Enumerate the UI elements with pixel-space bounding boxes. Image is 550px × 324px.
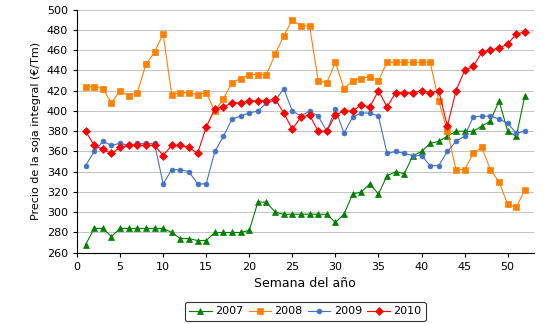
Line: 2008: 2008 — [83, 17, 527, 210]
2008 — [323, 81, 330, 85]
2009 — [246, 111, 252, 115]
2008 — [375, 79, 382, 83]
2008 — [238, 77, 244, 81]
2009 — [82, 164, 89, 168]
2007 — [289, 212, 296, 216]
X-axis label: Semana del año: Semana del año — [254, 277, 356, 290]
2009 — [306, 109, 313, 113]
Legend: 2007, 2008, 2009, 2010: 2007, 2008, 2009, 2010 — [185, 302, 426, 321]
2007 — [349, 192, 356, 196]
2008 — [289, 18, 296, 22]
2007 — [366, 182, 373, 186]
2008 — [513, 205, 520, 209]
2010 — [82, 129, 89, 133]
2007 — [238, 231, 244, 235]
2009 — [280, 87, 287, 91]
2009 — [160, 182, 167, 186]
2010 — [496, 46, 502, 50]
2009 — [366, 111, 373, 115]
2010 — [521, 30, 528, 34]
2009 — [384, 152, 390, 156]
2009 — [117, 142, 123, 145]
2008 — [117, 89, 123, 93]
2010 — [117, 145, 123, 149]
2009 — [332, 107, 339, 111]
Line: 2009: 2009 — [83, 86, 527, 186]
2008 — [358, 77, 365, 81]
2010 — [375, 89, 382, 93]
Line: 2010: 2010 — [83, 29, 527, 158]
Line: 2007: 2007 — [83, 93, 527, 248]
2007 — [521, 94, 528, 98]
2010 — [160, 154, 167, 157]
2007 — [487, 119, 494, 123]
2007 — [117, 226, 123, 230]
2010 — [358, 103, 365, 107]
2010 — [246, 99, 252, 103]
2009 — [521, 129, 528, 133]
Y-axis label: Precio de la soja integral (€/Tm): Precio de la soja integral (€/Tm) — [31, 42, 41, 220]
2008 — [521, 188, 528, 192]
2008 — [298, 24, 304, 28]
2008 — [82, 85, 89, 89]
2010 — [298, 115, 304, 119]
2007 — [82, 243, 89, 247]
